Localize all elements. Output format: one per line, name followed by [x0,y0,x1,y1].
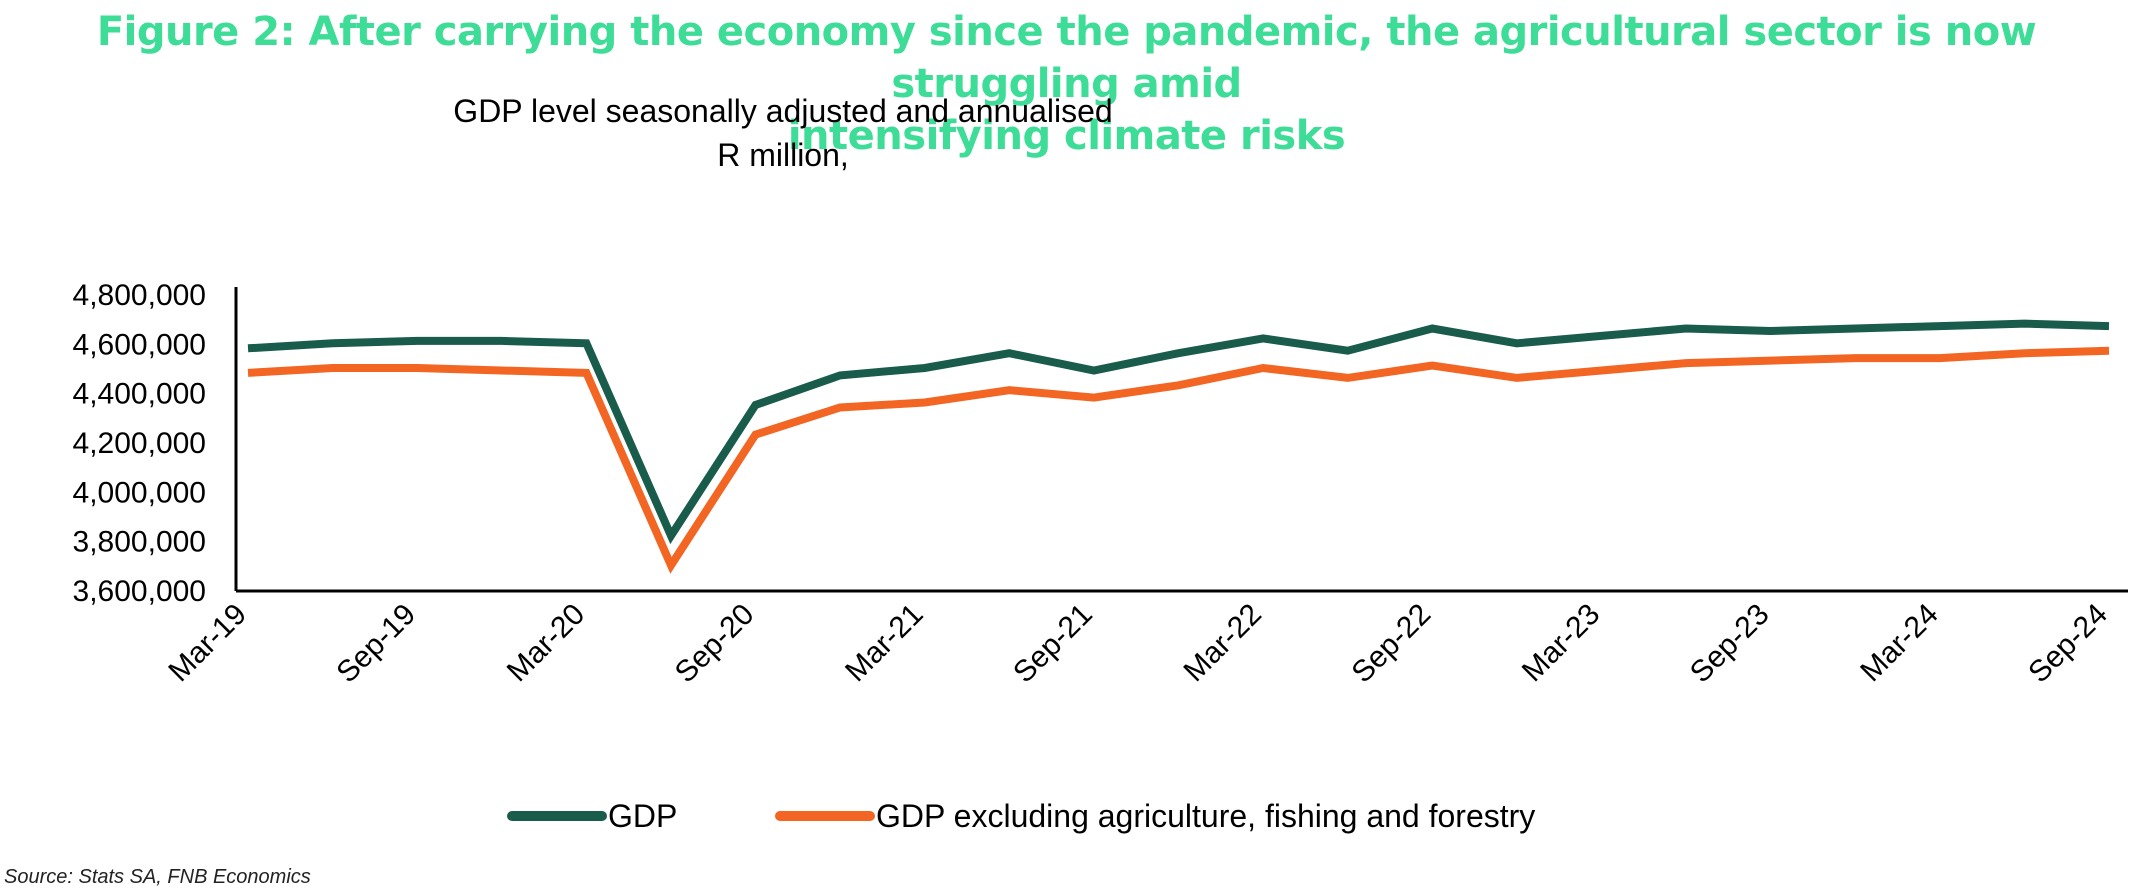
source-note: Source: Stats SA, FNB Economics [4,866,311,888]
figure-title-line-2: intensifying climate risks [787,113,1346,159]
y-tick-label: 4,000,000 [73,476,206,509]
y-tick-label: 3,800,000 [73,526,206,559]
legend-label-gdp: GDP [608,798,677,834]
x-tick-label: Sep-20 [669,598,761,690]
x-tick-label: Sep-23 [1684,598,1776,690]
x-tick-label: Sep-22 [1345,598,1437,690]
x-tick-label: Sep-24 [2022,598,2114,690]
x-tick-label: Mar-20 [501,598,592,689]
x-tick-label: Mar-23 [1516,598,1607,689]
x-tick-label: Sep-21 [1007,598,1099,690]
legend-label-gdp-ex-agri: GDP excluding agriculture, fishing and f… [876,798,1535,834]
chart-title: GDP level seasonally adjusted and annual… [453,93,1113,129]
chart-subtitle: R million, [717,137,849,173]
y-tick-label: 3,600,000 [73,575,206,608]
y-tick-label: 4,600,000 [73,328,206,361]
x-tick-label: Sep-19 [330,598,422,690]
series-line-gdp [247,319,2110,545]
y-tick-label: 4,200,000 [73,427,206,460]
y-tick-label: 4,800,000 [73,279,206,312]
x-tick-label: Mar-21 [839,598,930,689]
figure-title-line-1: Figure 2: After carrying the economy sin… [96,9,2037,107]
series-line-gdp-ex-agri [247,346,2110,574]
x-tick-label: Mar-19 [162,598,253,689]
figure-title: Figure 2: After carrying the economy sin… [60,6,2073,162]
y-tick-label: 4,400,000 [73,378,206,411]
x-tick-label: Mar-22 [1178,598,1269,689]
x-tick-label: Mar-24 [1854,598,1945,689]
